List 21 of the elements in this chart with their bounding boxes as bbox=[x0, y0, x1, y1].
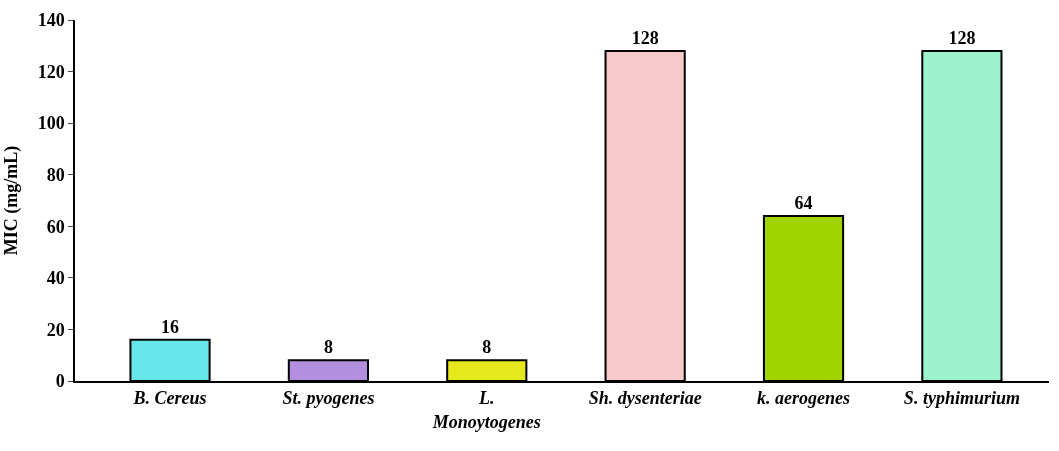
y-tick-label: 140 bbox=[37, 10, 65, 31]
x-tick-label: B. Cereus bbox=[132, 388, 207, 409]
x-tick-label: k. aerogenes bbox=[757, 388, 851, 409]
y-tick-label: 0 bbox=[55, 371, 65, 392]
y-tick-label: 80 bbox=[46, 165, 65, 186]
x-tick-label: Sh. dysenteriae bbox=[588, 388, 702, 409]
x-tick-label: S. typhimurium bbox=[903, 388, 1020, 409]
y-tick-label: 40 bbox=[46, 268, 65, 289]
x-tick-label: St. pyogenes bbox=[282, 388, 375, 409]
data-label: 128 bbox=[948, 27, 976, 48]
y-tick-label: 20 bbox=[46, 319, 65, 340]
y-tick-label: 120 bbox=[37, 61, 65, 82]
data-label: 8 bbox=[482, 337, 492, 358]
y-tick-label: 100 bbox=[37, 113, 65, 134]
y-tick-label: 60 bbox=[46, 216, 65, 237]
y-axis-title: MIC (mg/mL) bbox=[1, 145, 23, 256]
data-label: 128 bbox=[631, 27, 659, 48]
data-label: 64 bbox=[794, 192, 813, 213]
data-label: 16 bbox=[161, 316, 180, 337]
x-tick-label: L. Monoytogenes bbox=[431, 388, 541, 432]
data-label: 8 bbox=[323, 337, 333, 358]
